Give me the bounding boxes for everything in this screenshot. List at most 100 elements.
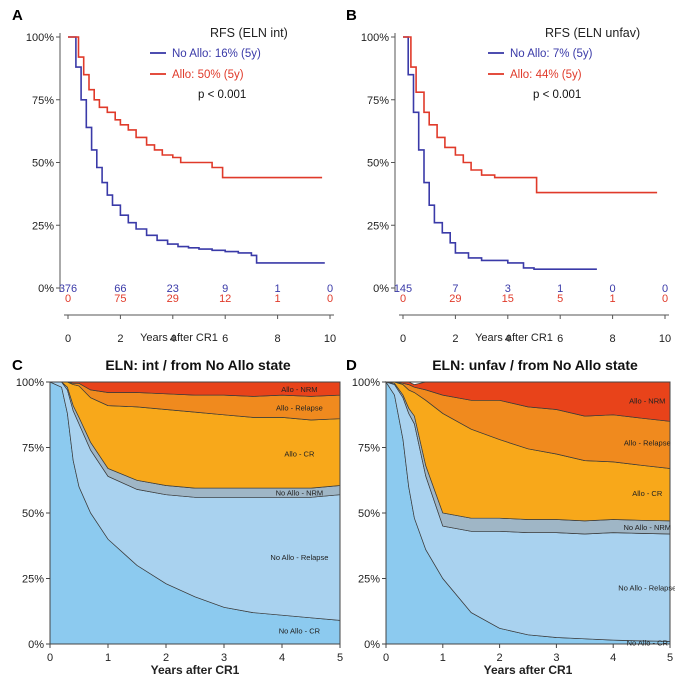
chart-title: RFS (ELN int): [210, 26, 288, 40]
x-tick-label: 4: [505, 333, 511, 345]
x-axis-label: Years after CR1: [151, 663, 240, 677]
x-tick-label: 5: [667, 652, 673, 664]
risk-count: 0: [400, 293, 406, 305]
region-label: Allo - NRM: [281, 385, 317, 394]
region-label: No Allo - CR: [627, 638, 669, 647]
risk-count: 75: [114, 293, 126, 305]
risk-count: 29: [449, 293, 461, 305]
p-value: p < 0.001: [533, 89, 581, 101]
x-tick-label: 4: [170, 333, 176, 345]
y-tick-label: 25%: [32, 220, 54, 232]
y-tick-label: 75%: [367, 95, 389, 107]
y-tick-label: 50%: [367, 158, 389, 170]
x-tick-label: 0: [47, 652, 53, 664]
y-tick-label: 100%: [352, 377, 380, 389]
region-label: Allo - CR: [284, 450, 315, 459]
p-value: p < 0.001: [198, 89, 246, 101]
series-line-no-allo: [403, 36, 597, 270]
risk-count: 9: [222, 283, 228, 295]
chart-title: ELN: int / from No Allo state: [105, 357, 291, 373]
x-tick-label: 1: [440, 652, 446, 664]
x-tick-label: 6: [222, 333, 228, 345]
legend-label: No Allo: 16% (5y): [172, 48, 261, 60]
y-tick-label: 100%: [361, 32, 389, 44]
region-label: No Allo - Relapse: [270, 553, 328, 562]
panel-letter: D: [346, 357, 357, 374]
risk-count: 7: [452, 283, 458, 295]
legend-label: Allo: 44% (5y): [510, 69, 582, 81]
y-tick-label: 100%: [16, 377, 44, 389]
x-tick-label: 3: [221, 652, 227, 664]
risk-count: 145: [394, 283, 412, 295]
y-tick-label: 0%: [373, 283, 389, 295]
x-tick-label: 2: [163, 652, 169, 664]
y-tick-label: 75%: [32, 95, 54, 107]
y-tick-label: 25%: [358, 574, 380, 586]
panel-c: C No Allo - CR No Allo - Relapse No Allo - …: [12, 357, 343, 677]
risk-count: 0: [327, 283, 333, 295]
x-tick-label: 1: [105, 652, 111, 664]
y-tick-label: 75%: [22, 443, 44, 455]
x-tick-label: 2: [497, 652, 503, 664]
risk-count: 3: [505, 283, 511, 295]
risk-count: 0: [65, 293, 71, 305]
region-label: No Allo - NRM: [624, 523, 672, 532]
panel-letter: B: [346, 7, 357, 24]
panel-letter: A: [12, 7, 23, 24]
x-tick-label: 6: [557, 333, 563, 345]
y-tick-label: 0%: [28, 639, 44, 651]
series-line-allo: [403, 36, 658, 194]
risk-count: 376: [59, 283, 77, 295]
region-label: Allo - NRM: [629, 396, 665, 405]
y-tick-label: 50%: [358, 508, 380, 520]
x-axis-label: Years after CR1: [140, 332, 218, 344]
risk-count: 5: [557, 293, 563, 305]
x-tick-label: 8: [610, 333, 616, 345]
y-tick-label: 50%: [22, 508, 44, 520]
legend-label: Allo: 50% (5y): [172, 69, 244, 81]
x-tick-label: 10: [324, 333, 336, 345]
x-tick-label: 0: [400, 333, 406, 345]
region-label: Allo - Relapse: [624, 438, 671, 447]
risk-count: 66: [114, 283, 126, 295]
x-tick-label: 10: [659, 333, 671, 345]
risk-count: 0: [662, 293, 668, 305]
x-tick-label: 3: [553, 652, 559, 664]
y-tick-label: 25%: [22, 574, 44, 586]
series-line-no-allo: [68, 36, 325, 264]
x-tick-label: 4: [610, 652, 616, 664]
risk-count: 23: [167, 283, 179, 295]
panel-letter: C: [12, 357, 23, 374]
region-label: No Allo - NRM: [276, 489, 324, 498]
legend-label: No Allo: 7% (5y): [510, 48, 593, 60]
y-tick-label: 25%: [367, 220, 389, 232]
risk-count: 15: [502, 293, 514, 305]
x-tick-label: 4: [279, 652, 285, 664]
risk-count: 1: [275, 283, 281, 295]
risk-count: 0: [662, 283, 668, 295]
y-tick-label: 100%: [26, 32, 54, 44]
risk-count: 0: [610, 283, 616, 295]
x-axis-label: Years after CR1: [484, 663, 573, 677]
y-tick-label: 0%: [38, 283, 54, 295]
chart-title: RFS (ELN unfav): [545, 26, 640, 40]
y-tick-label: 75%: [358, 443, 380, 455]
panel-d: D No Allo - CR No Allo - Relapse No Allo - …: [346, 357, 675, 677]
risk-count: 0: [327, 293, 333, 305]
chart-title: ELN: unfav / from No Allo state: [432, 357, 638, 373]
risk-count: 12: [219, 293, 231, 305]
x-tick-label: 2: [117, 333, 123, 345]
region-label: No Allo - Relapse: [618, 583, 675, 592]
x-axis-label: Years after CR1: [475, 332, 553, 344]
risk-count: 29: [167, 293, 179, 305]
x-tick-label: 0: [383, 652, 389, 664]
y-tick-label: 0%: [364, 639, 380, 651]
series-line-allo: [68, 36, 323, 179]
x-tick-label: 2: [452, 333, 458, 345]
y-tick-label: 50%: [32, 158, 54, 170]
risk-count: 1: [557, 283, 563, 295]
x-tick-label: 8: [275, 333, 281, 345]
